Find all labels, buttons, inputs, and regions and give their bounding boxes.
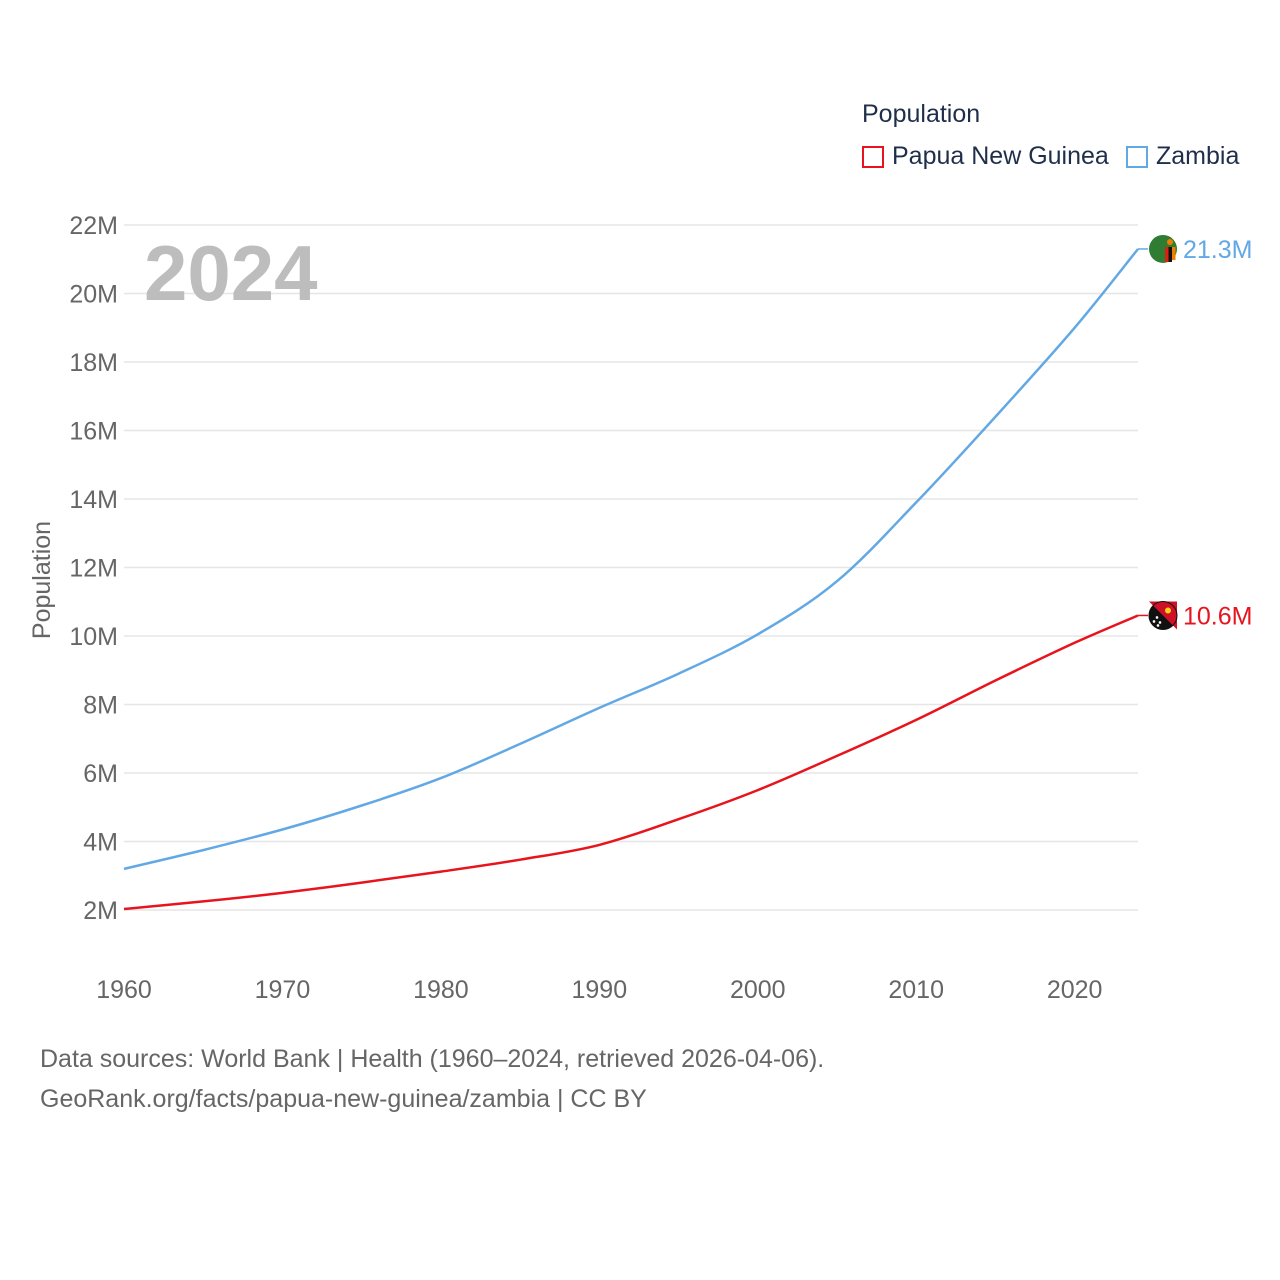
series-lines [123,248,1139,911]
x-axis-ticks: 1960 1970 1980 1990 2000 2010 2020 [96,976,1102,1004]
x-tick-label: 1960 [96,976,152,1004]
y-tick-label: 4M [83,829,118,857]
legend-item-zambia[interactable]: Zambia [1126,142,1239,171]
source-line-2[interactable]: GeoRank.org/facts/papua-new-guinea/zambi… [40,1085,647,1113]
legend-label-zambia: Zambia [1156,142,1240,170]
end-value-label-papua-new-guinea: 10.6M [1183,602,1252,630]
x-tick-label: 2020 [1047,976,1103,1004]
y-axis-label: Population [28,521,56,639]
legend-swatch-papua-new-guinea [862,145,884,168]
year-watermark: 2024 [144,229,318,317]
y-tick-label: 16M [69,418,118,446]
grid-lines [124,224,1138,911]
legend-item-papua-new-guinea[interactable]: Papua New Guinea [862,142,1109,171]
x-tick-label: 2000 [730,976,786,1004]
y-tick-label: 18M [69,349,118,377]
legend-swatch-zambia [1126,145,1148,168]
x-tick-label: 2010 [888,976,944,1004]
y-tick-label: 8M [83,692,118,720]
y-tick-label: 10M [69,623,118,651]
x-tick-label: 1990 [572,976,628,1004]
y-tick-label: 12M [69,555,118,583]
x-tick-label: 1980 [413,976,469,1004]
source-line-1: Data sources: World Bank | Health (1960–… [40,1045,825,1073]
legend-title: Population [862,100,981,128]
legend-label-papua-new-guinea: Papua New Guinea [892,142,1109,170]
y-tick-label: 22M [69,212,118,240]
end-value-label-zambia: 21.3M [1183,236,1252,264]
series-line-papua-new-guinea[interactable] [123,614,1139,911]
flag-icon-zambia [1149,234,1177,263]
y-tick-label: 2M [83,897,118,925]
x-tick-label: 1970 [255,976,311,1004]
series-line-zambia[interactable] [123,248,1139,871]
y-tick-label: 14M [69,486,118,514]
y-axis-ticks: 2M 4M 6M 8M 10M 12M 14M 16M 18M 20M 22M [69,212,118,925]
series-end-markers: 10.6M 21.3M [1138,234,1252,630]
y-tick-label: 6M [83,760,118,788]
flag-icon-papua-new-guinea [1148,600,1178,630]
y-tick-label: 20M [69,281,118,309]
